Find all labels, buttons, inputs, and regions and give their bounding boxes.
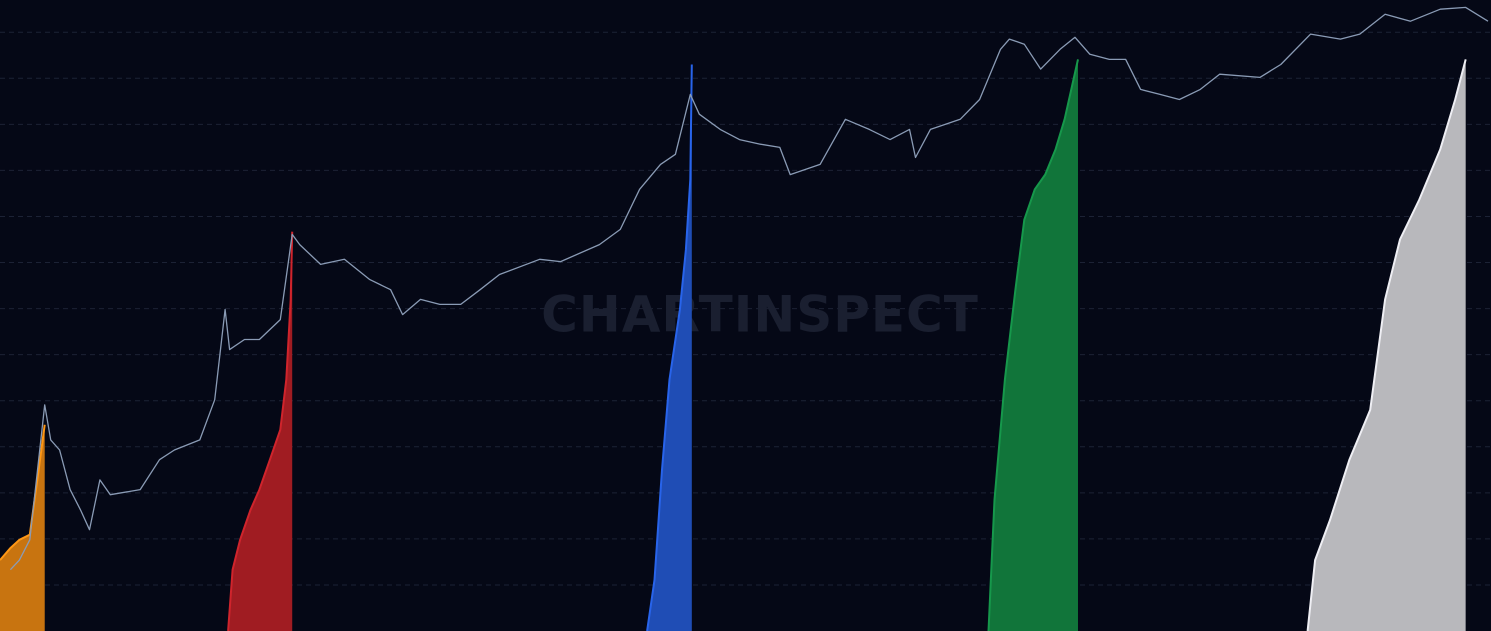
area-edge	[227, 231, 294, 631]
area-fill	[647, 64, 692, 631]
price-line	[9, 6, 1489, 571]
area-edge	[0, 424, 46, 561]
area-edge	[1306, 59, 1467, 631]
area-fill	[988, 59, 1078, 631]
area-fill	[1307, 59, 1466, 631]
watermark: CHARTINSPECT	[541, 286, 979, 344]
area-edge	[646, 64, 693, 631]
area-fill	[0, 424, 45, 631]
area-edge	[987, 59, 1079, 631]
